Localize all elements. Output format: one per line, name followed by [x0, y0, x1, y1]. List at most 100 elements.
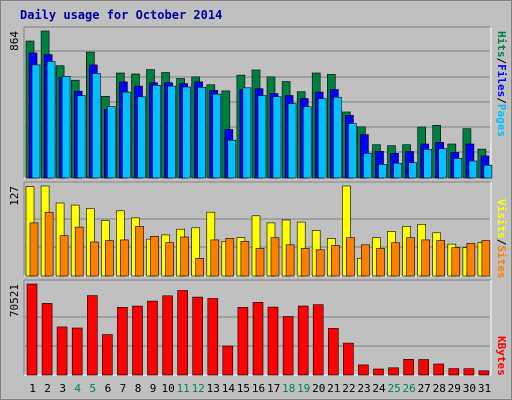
pages-bar-day-29: [453, 158, 463, 179]
pages-bar-day-31: [483, 164, 493, 179]
sites-bar-day-24: [376, 248, 385, 277]
top-right-legend: Hits/Files/Pages: [495, 31, 508, 137]
day-tick-label: 2: [44, 382, 51, 395]
day-tick-label: 4: [74, 382, 81, 395]
sites-bar-day-2: [44, 211, 54, 277]
day-tick-label: 17: [267, 382, 280, 395]
sites-bar-day-21: [330, 245, 340, 277]
kbytes-bar-day-31: [478, 370, 490, 376]
sites-bar-day-1: [29, 222, 39, 277]
day-tick-label: 27: [418, 382, 431, 395]
pages-bar-day-24: [378, 164, 387, 179]
pages-bar-day-9: [152, 85, 161, 179]
kbytes-bar-day-29: [448, 368, 460, 376]
pages-bar-day-16: [257, 95, 267, 179]
sites-bar-day-28: [436, 240, 446, 277]
sites-bar-day-10: [165, 242, 174, 277]
kbytes-bar-day-3: [56, 326, 68, 376]
mid-right-legend: Visits/Sites: [495, 199, 508, 279]
day-tick-label: 19: [297, 382, 310, 395]
day-tick-label: 26: [402, 382, 415, 395]
pages-bar-day-14: [227, 139, 237, 179]
sites-bar-day-19: [300, 248, 310, 277]
kbytes-bar-day-13: [207, 298, 219, 376]
day-tick-label: 31: [478, 382, 491, 395]
pages-bar-day-20: [317, 98, 327, 179]
day-tick-label: 28: [433, 382, 446, 395]
pages-bar-day-19: [302, 106, 312, 179]
day-tick-label: 21: [327, 382, 340, 395]
day-tick-label: 6: [105, 382, 112, 395]
kbytes-bar-day-12: [192, 296, 203, 376]
chart-title: Daily usage for October 2014: [20, 8, 223, 22]
day-tick-label: 12: [192, 382, 205, 395]
day-tick-label: 14: [222, 382, 236, 395]
kbytes-bar-day-5: [87, 295, 98, 376]
sites-bar-day-17: [270, 237, 280, 277]
day-tick-label: 25: [387, 382, 400, 395]
kbytes-bar-day-30: [463, 368, 475, 376]
pages-bar-day-30: [468, 160, 478, 179]
kbytes-panel-max-label: 70521: [8, 284, 21, 317]
pages-bar-day-13: [212, 93, 222, 179]
kbytes-bar-day-28: [433, 363, 445, 376]
day-tick-label: 30: [463, 382, 476, 395]
pages-bar-day-11: [182, 86, 191, 179]
sites-bar-day-18: [285, 244, 295, 277]
visits-panel-max-label: 127: [8, 186, 21, 206]
kbytes-bar-day-1: [26, 283, 38, 376]
sites-bar-day-20: [315, 249, 325, 277]
kbytes-bar-day-17: [267, 306, 279, 376]
kbytes-bar-day-11: [177, 290, 188, 376]
kbytes-bar-day-7: [117, 306, 128, 376]
sites-bar-day-23: [361, 244, 370, 277]
day-tick-label: 29: [448, 382, 461, 395]
pages-bar-day-8: [137, 96, 146, 179]
sites-bar-day-31: [481, 240, 491, 277]
kbytes-bar-day-21: [327, 328, 339, 376]
day-tick-label: 11: [177, 382, 190, 395]
kbytes-bar-day-19: [297, 305, 309, 376]
kbytes-bar-day-25: [388, 367, 399, 376]
kbytes-bar-day-14: [222, 345, 234, 376]
day-tick-label: 1: [29, 382, 36, 395]
kbytes-bar-day-4: [71, 327, 83, 376]
day-tick-label: 18: [282, 382, 295, 395]
sites-bar-day-8: [135, 226, 144, 277]
pages-bar-day-18: [287, 103, 297, 179]
pages-bar-day-4: [76, 95, 86, 179]
sites-bar-day-7: [120, 239, 129, 277]
kbytes-bar-day-8: [132, 305, 143, 376]
sites-bar-day-27: [421, 239, 431, 277]
pages-bar-day-15: [242, 87, 252, 179]
kbytes-bar-day-22: [343, 342, 354, 376]
pages-bar-day-3: [61, 76, 71, 179]
sites-bar-day-26: [406, 237, 415, 277]
sites-bar-day-13: [210, 239, 220, 277]
sites-bar-day-11: [180, 236, 189, 277]
pages-bar-day-17: [272, 96, 282, 179]
day-tick-label: 10: [161, 382, 174, 395]
kbytes-bar-day-6: [102, 334, 113, 376]
pages-bar-day-25: [393, 162, 402, 179]
pages-bar-day-2: [46, 61, 56, 179]
day-tick-label: 24: [372, 382, 386, 395]
pages-bar-day-6: [107, 106, 116, 179]
kbytes-bar-day-10: [162, 295, 173, 376]
sites-bar-day-3: [59, 235, 69, 277]
sites-bar-day-30: [466, 243, 476, 277]
sites-bar-day-25: [391, 242, 400, 277]
sites-bar-day-6: [105, 240, 114, 277]
bottom-right-legend: KBytes: [495, 336, 508, 376]
pages-bar-day-22: [348, 123, 357, 179]
day-tick-label: 9: [150, 382, 157, 395]
kbytes-bar-day-18: [282, 316, 294, 376]
kbytes-bar-day-15: [237, 307, 249, 376]
sites-bar-day-12: [195, 257, 204, 277]
sites-bar-day-29: [451, 247, 461, 277]
kbytes-bar-day-2: [41, 303, 53, 376]
pages-bar-day-28: [438, 148, 448, 179]
kbytes-bar-day-26: [403, 358, 414, 376]
